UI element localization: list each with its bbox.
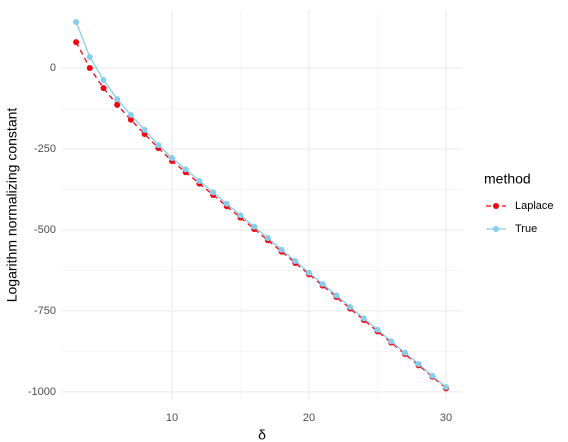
legend-label: Laplace: [515, 200, 554, 212]
data-point: [223, 200, 230, 207]
data-point: [347, 304, 354, 311]
y-tick-label: 0: [50, 62, 56, 74]
data-point: [127, 116, 134, 123]
data-point: [196, 178, 203, 185]
x-tick-label: 20: [303, 412, 315, 424]
data-point: [100, 85, 107, 92]
data-point: [237, 212, 244, 219]
x-axis-title: δ: [258, 427, 266, 442]
y-tick-label: -250: [34, 143, 56, 155]
data-point: [264, 235, 271, 242]
data-point: [319, 281, 326, 288]
legend-key-point: [493, 226, 499, 232]
data-point: [415, 361, 422, 368]
series-line: [75, 41, 447, 389]
y-tick-label: -500: [34, 224, 56, 236]
grid: [62, 10, 463, 400]
x-tick-label: 30: [440, 412, 452, 424]
data-point: [100, 76, 107, 83]
data-point: [374, 326, 381, 333]
y-axis-title: Logarithm normalizing constant: [4, 108, 20, 303]
data-point: [169, 155, 176, 162]
data-point: [141, 126, 148, 133]
y-tick-label: -750: [34, 305, 56, 317]
data-point: [388, 338, 395, 345]
data-point: [443, 384, 450, 391]
series-line: [75, 21, 447, 388]
data-point: [429, 372, 436, 379]
data-point: [182, 166, 189, 173]
data-point: [360, 315, 367, 322]
data-point: [127, 111, 134, 118]
data-point: [278, 246, 285, 253]
data-point: [210, 189, 217, 196]
data-point: [73, 18, 80, 25]
data-point: [155, 142, 162, 149]
data-point: [73, 39, 80, 46]
data-point: [251, 223, 258, 230]
data-point: [114, 96, 121, 103]
legend-title: method: [484, 171, 531, 187]
data-point: [306, 269, 313, 276]
data-point: [333, 292, 340, 299]
data-point: [86, 53, 93, 60]
x-tick-label: 10: [166, 412, 178, 424]
data-point: [86, 64, 93, 71]
data-point: [401, 349, 408, 356]
data-point: [114, 101, 121, 108]
legend-key-point: [493, 203, 499, 209]
y-tick-label: -1000: [28, 386, 56, 398]
legend-label: True: [515, 223, 537, 235]
data-point: [292, 258, 299, 265]
data-point: [141, 131, 148, 138]
